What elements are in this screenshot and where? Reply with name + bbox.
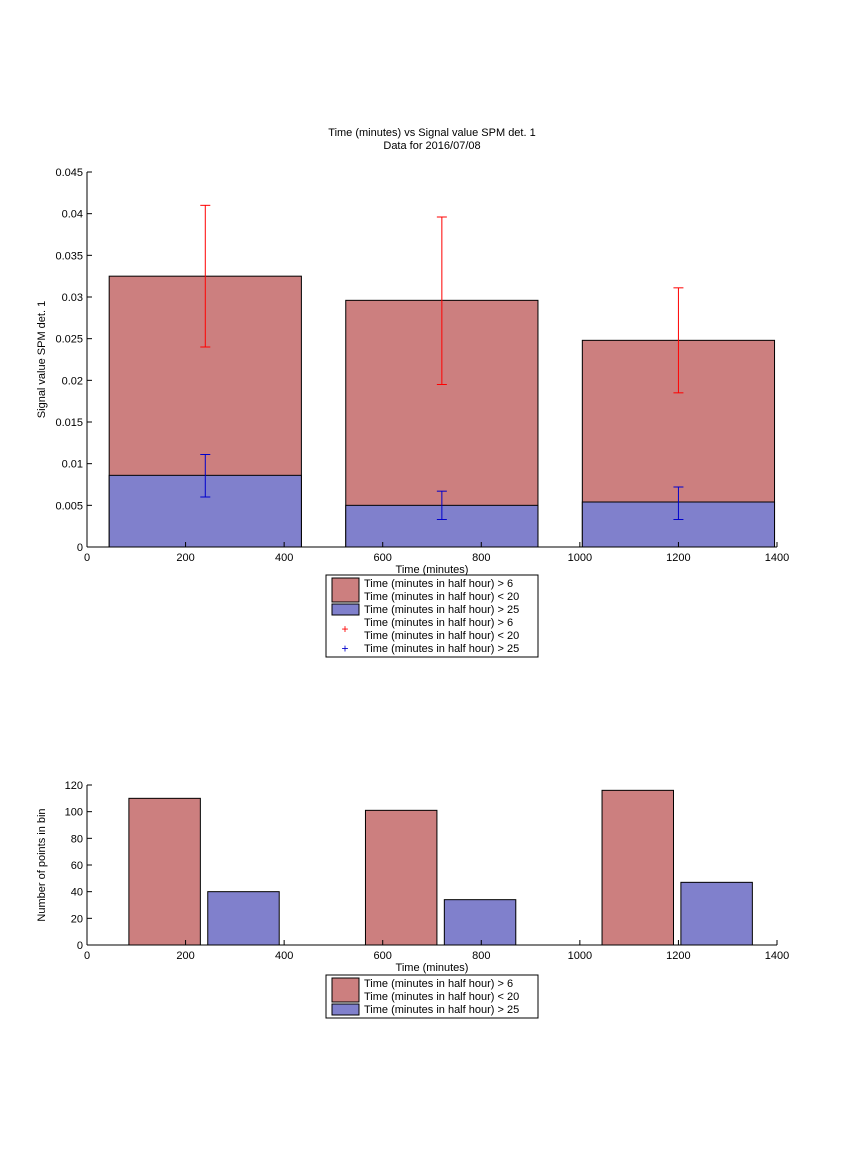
- y-tick-label: 120: [65, 780, 83, 792]
- y-tick-label: 100: [65, 807, 83, 819]
- legend-swatch: [331, 603, 360, 616]
- y-tick-label: 20: [71, 913, 83, 925]
- y-tick-label: 60: [71, 860, 83, 872]
- legend-label: Time (minutes in half hour) < 20: [364, 630, 519, 642]
- y-tick-label: 40: [71, 887, 83, 899]
- signal-chart: 0 200 400 600 800 1000 1200 1400 0 0.005 0.01 0.015…: [36, 167, 789, 658]
- x-tick-label: 0: [84, 950, 90, 962]
- bar-blue: [443, 899, 517, 946]
- y-tick-label: 0: [77, 940, 83, 952]
- legend-label: Time (minutes in half hour) > 25: [364, 1004, 519, 1016]
- legend-swatch: [331, 977, 360, 1003]
- x-axis-label: Time (minutes): [396, 564, 469, 576]
- y-tick-label: 0.025: [55, 334, 83, 346]
- x-tick-label: 800: [472, 950, 490, 962]
- x-tick-label: 400: [275, 950, 293, 962]
- y-tick-label: 0: [77, 542, 83, 554]
- legend-box: [325, 974, 539, 1019]
- x-axis-label: Time (minutes): [396, 962, 469, 974]
- x-tick-label: 1200: [666, 552, 690, 564]
- legend-label: Time (minutes in half hour) < 20: [364, 591, 519, 603]
- legend-label: Time (minutes in half hour) > 6: [364, 978, 513, 990]
- y-tick-label: 0.03: [62, 292, 83, 304]
- x-tick-label: 1400: [765, 552, 789, 564]
- bar-blue: [207, 891, 280, 946]
- legend-label: Time (minutes in half hour) > 6: [364, 617, 513, 629]
- legend-plus-marker: +: [341, 642, 348, 656]
- chart-title: Time (minutes) vs Signal value SPM det. …: [328, 127, 535, 139]
- x-tick-label: 1000: [568, 950, 592, 962]
- legend-label: Time (minutes in half hour) < 20: [364, 991, 519, 1003]
- y-tick-label: 0.035: [55, 250, 83, 262]
- x-tick-label: 200: [176, 950, 194, 962]
- bar-red: [364, 809, 438, 946]
- count-chart: 0 200 400 600 800 1000 1200 1400 0 20 40 60 80 100 120…: [36, 780, 789, 1019]
- y-tick-label: 0.005: [55, 500, 83, 512]
- bar-blue: [680, 881, 753, 946]
- x-tick-label: 600: [374, 950, 392, 962]
- y-axis-label: Signal value SPM det. 1: [36, 301, 48, 418]
- x-tick-label: 1200: [666, 950, 690, 962]
- x-tick-label: 800: [472, 552, 490, 564]
- y-tick-label: 0.04: [62, 209, 83, 221]
- x-tick-label: 200: [176, 552, 194, 564]
- chart-subtitle: Data for 2016/07/08: [383, 140, 480, 152]
- x-tick-label: 0: [84, 552, 90, 564]
- x-tick-label: 1400: [765, 950, 789, 962]
- y-tick-label: 0.045: [55, 167, 83, 179]
- y-tick-label: 0.015: [55, 417, 83, 429]
- legend-swatch: [331, 1003, 360, 1016]
- bar-red: [601, 789, 674, 946]
- y-tick-label: 0.02: [62, 375, 83, 387]
- legend-plus-marker: +: [341, 622, 348, 636]
- legend-box: [325, 574, 539, 658]
- x-tick-label: 600: [374, 552, 392, 564]
- legend-label: Time (minutes in half hour) > 25: [364, 604, 519, 616]
- legend-label: Time (minutes in half hour) > 25: [364, 643, 519, 655]
- legend-swatch: [331, 577, 360, 603]
- legend-label: Time (minutes in half hour) > 6: [364, 578, 513, 590]
- y-tick-label: 80: [71, 833, 83, 845]
- bar-red: [128, 797, 201, 946]
- x-tick-label: 400: [275, 552, 293, 564]
- y-axis-label: Number of points in bin: [36, 808, 48, 921]
- x-tick-label: 1000: [568, 552, 592, 564]
- y-tick-label: 0.01: [62, 459, 83, 471]
